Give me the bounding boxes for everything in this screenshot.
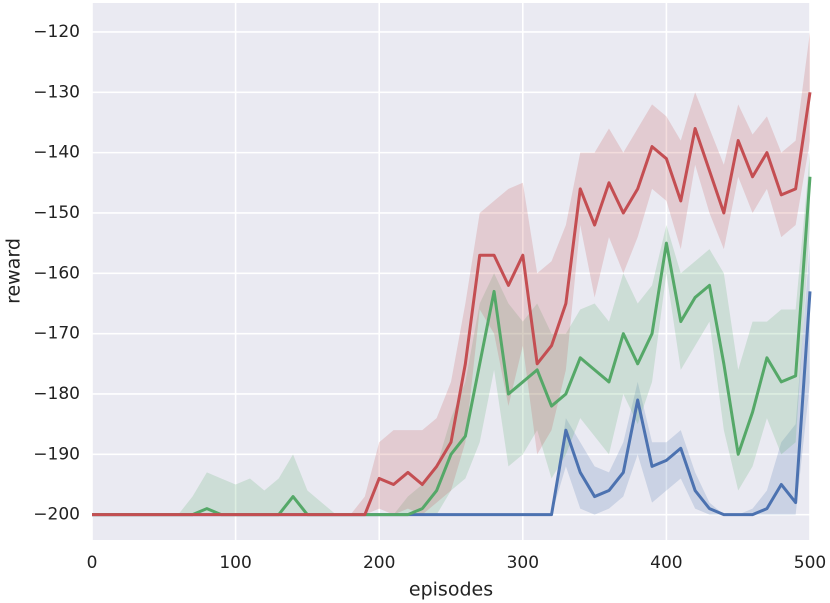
x-tick-label: 200 [363,553,395,573]
y-tick-label: −200 [33,505,80,525]
y-tick-label: −170 [33,324,80,344]
x-tick-label: 400 [650,553,682,573]
marks [92,31,812,517]
x-tick-label: 500 [794,553,826,573]
y-tick-label: −160 [33,263,80,283]
x-tick-label: 0 [87,553,98,573]
y-tick-label: −180 [33,384,80,404]
x-tick-label: 300 [507,553,539,573]
confidence-band [92,243,810,515]
confidence-band [92,31,810,515]
series-line [92,92,812,517]
y-tick-label: −120 [33,22,80,42]
x-axis-label: episodes [409,579,493,601]
y-tick-label: −150 [33,203,80,223]
y-tick-label: −130 [33,82,80,102]
y-axis-label: reward [3,238,25,304]
x-tick-label: 100 [219,553,251,573]
series-line [92,176,812,517]
y-tick-label: −140 [33,143,80,163]
y-tick-label: −190 [33,444,80,464]
